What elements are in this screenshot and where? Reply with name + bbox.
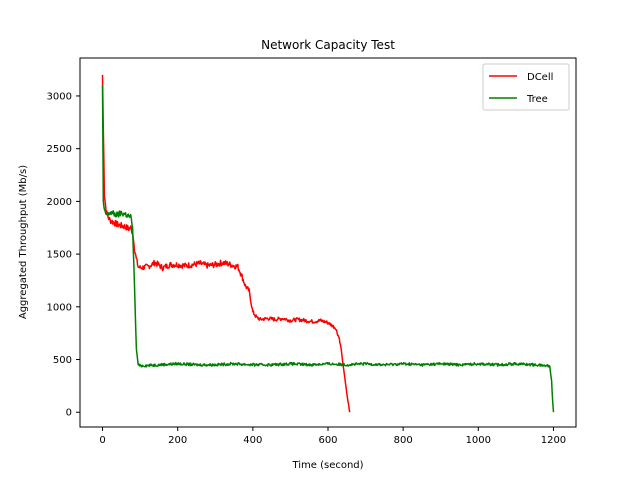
y-tick-label: 0 — [66, 408, 72, 419]
y-tick-label: 500 — [53, 355, 72, 366]
x-axis-label: Time (second) — [291, 460, 363, 471]
x-axis: 0 200 400 600 800 1000 1200 — [99, 427, 566, 446]
x-tick-label: 800 — [394, 435, 413, 446]
x-tick-label: 1200 — [541, 435, 566, 446]
y-tick-label: 1000 — [47, 302, 72, 313]
y-axis-label: Aggregated Throughput (Mb/s) — [18, 165, 29, 319]
x-tick-label: 200 — [168, 435, 187, 446]
series-layer — [101, 74, 555, 413]
y-tick-label: 2000 — [47, 197, 72, 208]
x-tick-label: 600 — [318, 435, 337, 446]
y-tick-label: 1500 — [47, 250, 72, 261]
y-axis: 0 500 1000 1500 2000 2500 3000 — [47, 91, 80, 419]
legend-box — [482, 63, 570, 111]
legend-label-dcell: DCell — [527, 72, 553, 83]
y-tick-label: 3000 — [47, 91, 72, 102]
legend: DCell Tree — [482, 63, 570, 111]
series-line-dcell — [101, 74, 351, 413]
x-tick-label: 1000 — [466, 435, 491, 446]
x-tick-label: 0 — [99, 435, 105, 446]
legend-label-tree: Tree — [526, 94, 548, 105]
series-line-tree — [101, 85, 555, 413]
chart-title: Network Capacity Test — [261, 38, 395, 52]
plot-background — [80, 58, 576, 427]
x-tick-label: 400 — [243, 435, 262, 446]
y-tick-label: 2500 — [47, 144, 72, 155]
